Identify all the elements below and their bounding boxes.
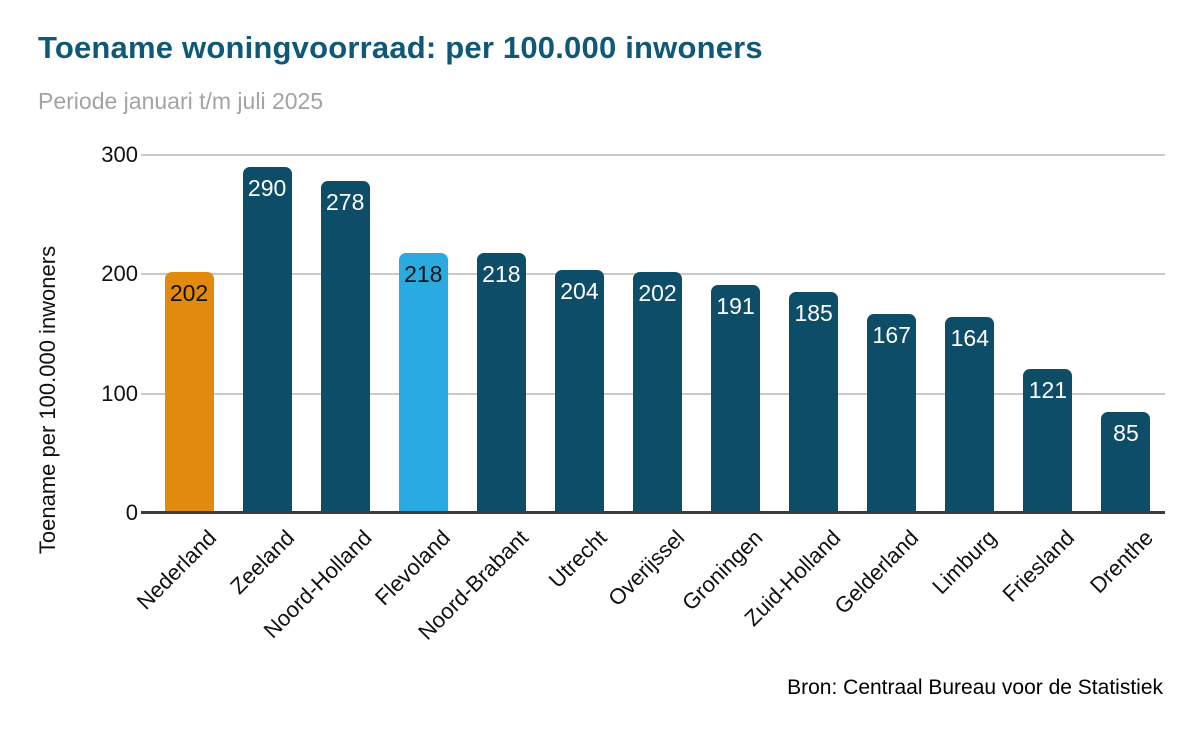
bar-value-label: 85 <box>1113 419 1139 446</box>
bar-value-label: 191 <box>716 293 755 320</box>
bar-value-label: 202 <box>638 279 677 306</box>
bar-value-label: 202 <box>169 279 209 306</box>
y-axis-tick-label: 200 <box>101 261 138 287</box>
bar-value-label: 185 <box>794 300 833 327</box>
y-axis-tick-label: 300 <box>101 142 138 167</box>
bar-noord-brabant: 218 <box>476 252 526 513</box>
x-axis-labels: Nederland Zeeland Noord-Holland Flevoland No… <box>131 513 1165 683</box>
bar-utrecht: 204 <box>554 269 604 513</box>
bar-value-label: 121 <box>1028 376 1068 403</box>
bar-zuid-holland: 185 <box>789 292 839 513</box>
bar-value-label: 290 <box>247 174 287 201</box>
y-axis-tick-label: 0 <box>125 500 138 525</box>
bar-value-label: 218 <box>482 260 521 287</box>
bar-value-label: 218 <box>404 260 443 287</box>
x-axis-label-gelderland: Gelderland <box>829 525 924 619</box>
bar-value-label: 204 <box>560 277 599 304</box>
x-axis-label-overijssel: Overijssel <box>603 525 690 611</box>
bar-flevoland: 218 <box>398 252 448 513</box>
bar-friesland: 121 <box>1023 368 1073 513</box>
bar-nederland: 202 <box>164 271 214 513</box>
bar-gelderland: 167 <box>867 313 917 513</box>
y-axis-tick-labels: 0 100 200 300 <box>0 142 138 525</box>
chart-title: Toename woningvoorraad: per 100.000 inwo… <box>38 30 763 65</box>
bar-overijssel: 202 <box>633 271 682 513</box>
x-axis-label-nederland: Nederland <box>131 525 221 615</box>
x-axis-label-friesland: Friesland <box>997 525 1080 607</box>
gridline <box>141 154 1165 156</box>
x-axis-line <box>141 511 1165 514</box>
x-axis-label-utrecht: Utrecht <box>543 525 612 593</box>
bar-zeeland: 290 <box>242 166 292 513</box>
bar-drenthe: 85 <box>1101 411 1151 513</box>
bar-noord-holland: 278 <box>320 181 370 513</box>
bar-groningen: 191 <box>711 285 761 513</box>
bar-value-label: 278 <box>326 189 365 216</box>
bar-limburg: 164 <box>945 317 995 513</box>
bar-value-label: 167 <box>872 321 911 348</box>
bar-value-label: 164 <box>950 325 989 352</box>
source-note: Bron: Centraal Bureau voor de Statistiek <box>787 676 1163 699</box>
plot-area: 202 290 278 218 218 204 202 191 185 167 164 121 85 <box>141 154 1165 514</box>
x-axis-label-limburg: Limburg <box>927 525 1002 599</box>
y-axis-tick-label: 100 <box>101 380 138 406</box>
chart-subtitle: Periode januari t/m juli 2025 <box>38 88 324 114</box>
x-axis-label-zeeland: Zeeland <box>224 525 299 599</box>
x-axis-label-drenthe: Drenthe <box>1084 525 1158 599</box>
